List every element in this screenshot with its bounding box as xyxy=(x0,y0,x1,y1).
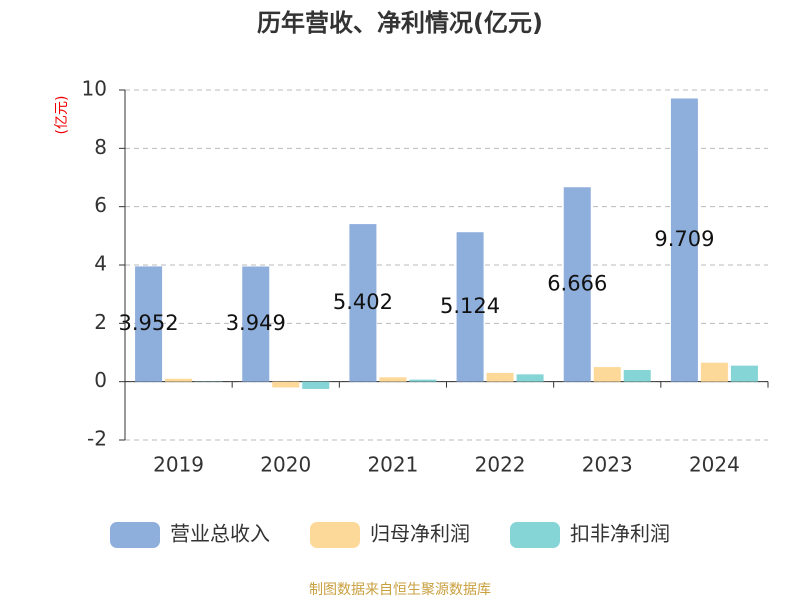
bar xyxy=(623,370,651,382)
source-note: 制图数据来自恒生聚源数据库 xyxy=(309,582,491,598)
bar xyxy=(516,374,544,382)
data-label: 5.402 xyxy=(333,290,393,314)
bar xyxy=(563,187,591,382)
legend-swatch xyxy=(510,522,560,548)
data-label: 9.709 xyxy=(654,227,714,251)
bar xyxy=(302,381,330,389)
data-label: 3.952 xyxy=(119,311,179,335)
bar xyxy=(670,98,698,382)
bar xyxy=(242,266,270,382)
y-tick-label: 8 xyxy=(94,135,107,159)
bar xyxy=(272,381,300,388)
bar xyxy=(135,266,163,382)
bar xyxy=(379,377,407,382)
bar xyxy=(730,365,758,382)
bar xyxy=(486,372,514,382)
legend-label: 归母净利润 xyxy=(370,522,470,546)
x-tick-label: 2024 xyxy=(689,453,740,477)
y-tick-label: 0 xyxy=(94,368,107,392)
data-label: 5.124 xyxy=(440,294,500,318)
y-tick-label: 4 xyxy=(94,252,107,276)
x-tick-label: 2021 xyxy=(367,453,418,477)
legend-swatch xyxy=(110,522,160,548)
y-tick-label: 10 xyxy=(82,77,107,101)
bar xyxy=(349,224,377,382)
y-tick-label: -2 xyxy=(87,427,107,451)
y-tick-label: 6 xyxy=(94,193,107,217)
bar xyxy=(700,362,728,382)
y-axis-label: (亿元) xyxy=(54,96,70,135)
legend-label: 扣非净利润 xyxy=(570,522,670,546)
x-tick-label: 2020 xyxy=(260,453,311,477)
data-label: 3.949 xyxy=(226,311,286,335)
x-tick-label: 2019 xyxy=(153,453,204,477)
data-label: 6.666 xyxy=(547,271,607,295)
chart-title: 历年营收、净利情况(亿元) xyxy=(257,9,543,37)
bar xyxy=(593,367,621,382)
legend-label: 营业总收入 xyxy=(170,522,270,546)
bar xyxy=(456,232,484,382)
bar xyxy=(409,379,437,382)
x-tick-label: 2022 xyxy=(475,453,526,477)
bar xyxy=(165,378,193,382)
legend-swatch xyxy=(310,522,360,548)
x-tick-label: 2023 xyxy=(582,453,633,477)
y-tick-label: 2 xyxy=(94,310,107,334)
